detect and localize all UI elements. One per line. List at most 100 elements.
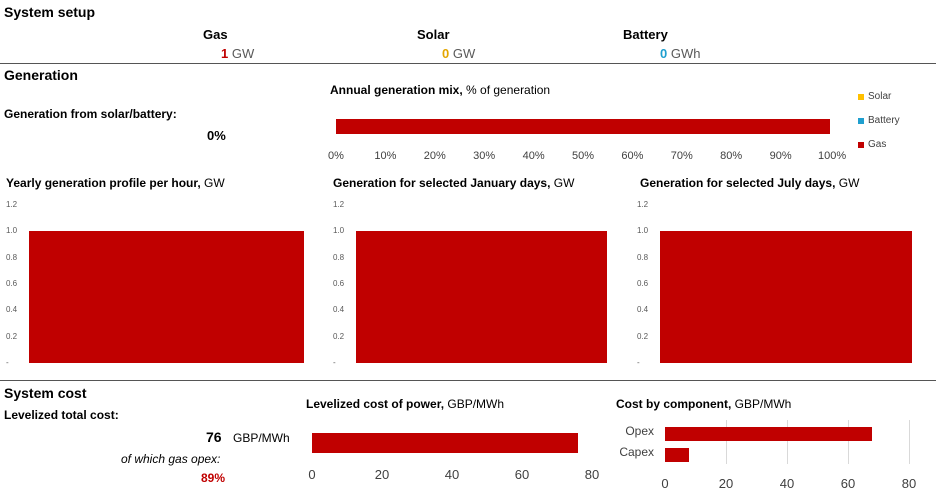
comp-tick-label: 60 (840, 476, 856, 491)
section-title-system-cost: System cost (4, 385, 87, 401)
profile-tick-label: 1.2 (637, 200, 649, 209)
profile-tick-label: - (6, 358, 9, 367)
profile-tick-label: 1.0 (6, 226, 18, 236)
profile-tick-label: 0.6 (637, 279, 649, 288)
battery-capacity-value: 0 (660, 46, 668, 61)
profile-tick-label: 1.0 (333, 226, 345, 236)
profile-chart-title-bold: Yearly generation profile per hour, (6, 176, 201, 190)
profile-tick-label: 0.6 (333, 279, 345, 288)
gas-opex-value: 89% (201, 471, 226, 485)
mix-bar-gas (336, 119, 830, 134)
comp-bar-opex (665, 427, 873, 441)
profile-tick-label: - (333, 358, 336, 367)
profile-tick-label: 0.8 (637, 252, 649, 262)
legend-swatch (858, 117, 864, 124)
lcop-chart-title-bold: Levelized cost of power, (306, 397, 445, 411)
legend-label: Battery (868, 115, 900, 126)
gas-opex-label: of which gas opex: (121, 452, 221, 466)
legend-item-battery: Battery (858, 115, 900, 126)
profile-chart-title-rest: GW (200, 176, 225, 190)
solar-battery-share-value: 0% (207, 128, 226, 143)
profile-area-gas (356, 231, 607, 363)
total-cost-value: 76 (206, 429, 222, 445)
comp-gridline (848, 420, 849, 464)
lcop-tick-label: 40 (444, 467, 460, 482)
section-title-generation: Generation (4, 67, 78, 83)
lcop-tick-label: 60 (514, 467, 530, 482)
lcop-tick-label: 0 (308, 467, 316, 482)
gas-capacity[interactable]: 1 GW (221, 46, 254, 61)
total-cost-unit: GBP/MWh (233, 431, 290, 445)
solar-capacity-value: 0 (442, 46, 450, 61)
profile-tick-label: 1.0 (637, 226, 649, 236)
mix-tick-label: 20% (423, 150, 446, 162)
lcop-tick-label: 80 (584, 467, 600, 482)
profile-area-gas (660, 231, 912, 363)
legend-label: Gas (868, 139, 887, 150)
mix-tick-label: 60% (621, 150, 644, 162)
legend-item-solar: Solar (858, 91, 891, 102)
profile-chart-title-rest: GW (835, 176, 860, 190)
profile-tick-label: 0.4 (6, 305, 18, 315)
solar-label: Solar (417, 27, 450, 42)
section-title-system-setup: System setup (4, 4, 96, 20)
profile-chart-title-bold: Generation for selected January days, (333, 176, 551, 190)
lcop-bar (312, 433, 578, 453)
comp-category-opex: Opex (625, 424, 654, 438)
profile-tick-label: 1.2 (6, 200, 18, 209)
comp-tick-label: 0 (661, 476, 669, 491)
profile-chart-title: Yearly generation profile per hour, GW (6, 176, 225, 190)
solar-battery-share-label: Generation from solar/battery: (4, 107, 177, 121)
mix-tick-label: 70% (670, 150, 693, 162)
profile-chart-title: Generation for selected January days, GW (333, 176, 574, 190)
comp-bar-capex (665, 448, 690, 462)
comp-tick-label: 20 (718, 476, 734, 491)
legend-item-gas: Gas (858, 139, 886, 150)
mix-chart-title-bold: Annual generation mix, (330, 83, 463, 97)
profile-chart-title-bold: Generation for selected July days, (640, 176, 836, 190)
profile-chart-title-rest: GW (550, 176, 575, 190)
solar-capacity[interactable]: 0 GW (442, 46, 475, 61)
profile-tick-label: 0.2 (637, 331, 649, 341)
profile-area-gas (29, 231, 304, 363)
comp-gridline (909, 420, 910, 464)
profile-tick-label: - (637, 358, 640, 367)
profile-tick-label: 0.8 (6, 252, 18, 262)
gas-capacity-unit: GW (231, 46, 255, 61)
gas-capacity-value: 1 (221, 46, 229, 61)
lcop-tick-label: 20 (374, 467, 390, 482)
mix-tick-label: 90% (769, 150, 792, 162)
profile-tick-label: 0.2 (6, 331, 18, 341)
lcop-chart-title: Levelized cost of power, GBP/MWh (306, 397, 504, 411)
lcop-chart-title-rest: GBP/MWh (444, 397, 505, 411)
comp-tick-label: 40 (779, 476, 795, 491)
comp-tick-label: 80 (901, 476, 917, 491)
legend-swatch (858, 93, 864, 100)
profile-tick-label: 0.4 (637, 305, 649, 315)
legend-swatch (858, 141, 864, 148)
legend-label: Solar (868, 91, 892, 102)
comp-category-capex: Capex (619, 445, 654, 459)
mix-tick-label: 0% (328, 150, 344, 162)
mix-tick-label: 40% (522, 150, 545, 162)
component-chart-title-bold: Cost by component, (616, 397, 732, 411)
battery-capacity[interactable]: 0 GWh (660, 46, 700, 61)
component-chart-title: Cost by component, GBP/MWh (616, 397, 791, 411)
mix-tick-label: 80% (720, 150, 743, 162)
comp-gridline (787, 420, 788, 464)
profile-tick-label: 1.2 (333, 200, 345, 209)
gas-label: Gas (203, 27, 228, 42)
mix-tick-label: 50% (571, 150, 595, 162)
mix-tick-label: 100% (818, 150, 847, 162)
solar-capacity-unit: GW (452, 46, 476, 61)
profile-tick-label: 0.4 (333, 305, 345, 315)
mix-chart-plot (336, 119, 830, 134)
profile-tick-label: 0.8 (333, 252, 345, 262)
divider-generation (0, 380, 936, 381)
total-cost-label: Levelized total cost: (4, 408, 119, 422)
profile-tick-label: 0.6 (6, 279, 18, 288)
profile-chart-title: Generation for selected July days, GW (640, 176, 859, 190)
battery-capacity-unit: GWh (670, 46, 701, 61)
mix-tick-label: 30% (473, 150, 496, 162)
divider-setup (0, 63, 936, 64)
